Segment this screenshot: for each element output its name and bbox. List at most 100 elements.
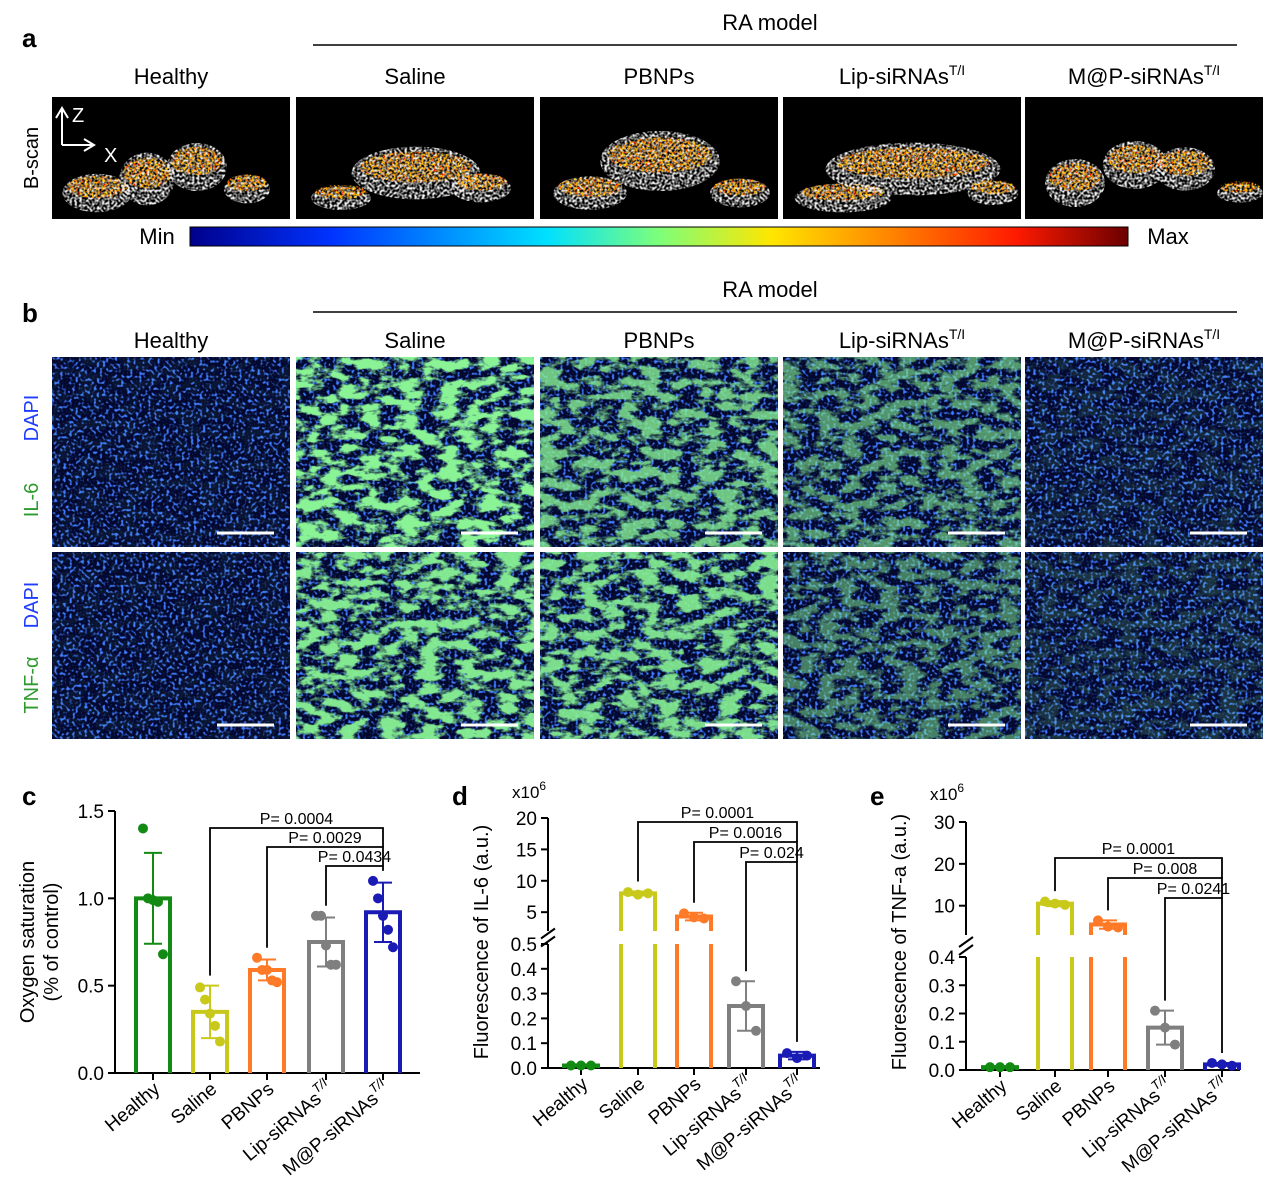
x-tick-label: Saline [167,1079,221,1129]
group-label: RA model [722,10,817,35]
column-header-text: Saline [384,64,445,89]
axis-z-label: Z [72,105,84,127]
data-point [383,924,393,935]
colorbar-max: Max [1147,224,1189,249]
x-tick-label: Saline [595,1074,649,1124]
panel-label: e [870,781,884,811]
x-tick-label-text: Saline [167,1079,221,1129]
colorbar-min: Min [139,224,174,249]
data-point [138,823,148,834]
bar-lower [675,944,713,1068]
cytokine-signal [540,357,778,547]
data-point [1103,921,1113,932]
row-stain-label: DAPI [21,582,43,629]
column-header: M@P-siRNAsT/I [1068,326,1220,353]
column-header-text: M@P-siRNAs [1068,328,1204,353]
axis-multiplier: x106 [512,779,546,802]
data-point [985,1062,995,1073]
data-point [1217,1059,1227,1070]
data-point [378,910,388,921]
fluorescence-image [296,552,534,739]
data-point [272,977,282,988]
column-header-text: Lip-siRNAs [839,328,949,353]
y-tick-label: 0.1 [511,1034,537,1055]
bscan-image [783,97,1021,219]
data-point [1113,922,1123,933]
colorbar [189,226,1129,247]
significance-bracket [637,821,798,882]
multiplier-base: x10 [512,783,539,802]
x-tick-label: Saline [1012,1076,1066,1126]
column-header-text: Healthy [134,328,209,353]
data-point [262,964,272,975]
data-point [1050,898,1060,909]
y-tick-label: 30 [934,813,955,834]
data-point [995,1062,1005,1073]
signal [837,147,989,179]
row-label: B-scan [21,127,43,189]
cytokine-signal [540,552,778,739]
bscan-image [296,97,534,219]
group-label: RA model [722,277,817,302]
data-point [1170,1039,1180,1050]
data-point [1005,1062,1015,1073]
significance-bracket [1054,857,1223,892]
fluorescence-image [52,552,290,739]
data-point [689,912,699,923]
cytokine-signal [783,552,1021,739]
column-header: Healthy [134,328,209,353]
x-tick-label: Healthy [948,1075,1011,1133]
cytokine-signal [1025,552,1263,739]
fluorescence-image [783,357,1021,547]
significance-label: P= 0.0001 [1102,841,1176,858]
significance-label: P= 0.0241 [1157,881,1231,898]
row-stain-label: TNF-α [21,656,43,713]
column-header: Saline [384,328,445,353]
y-tick-label: 0.5 [511,935,537,956]
signal [67,175,127,199]
fluorescence-image [540,357,778,547]
data-point [388,942,398,953]
column-header: Lip-siRNAsT/I [839,62,965,89]
data-point [1060,899,1070,910]
y-tick-label: 0.4 [929,948,956,969]
significance-label: P= 0.0029 [288,830,362,847]
data-point [205,1008,215,1019]
column-header: Saline [384,64,445,89]
data-point [679,908,689,919]
x-tick-label-text: Healthy [948,1075,1011,1133]
data-point [792,1053,802,1064]
data-point [699,913,709,924]
significance-label: P= 0.0001 [681,805,755,822]
column-header-text: PBNPs [624,64,695,89]
data-point [1227,1060,1237,1071]
y-tick-label: 20 [934,855,955,876]
data-point [1207,1057,1217,1068]
column-header: PBNPs [624,328,695,353]
column-header-superscript: T/I [949,326,965,342]
bscan-image [540,97,778,219]
x-tick-label-text: Saline [595,1074,649,1124]
data-point [368,875,378,886]
data-point [633,889,643,900]
panel-label: c [22,781,36,811]
multiplier-exponent: 6 [539,779,546,793]
y-tick-label: 0.0 [511,1059,537,1080]
data-point [731,976,741,987]
y-tick-label: 0.2 [511,1009,537,1030]
bar-lower [1036,957,1074,1070]
signal [455,173,507,191]
significance-label: P= 0.024 [739,845,804,862]
x-tick-label-text: Healthy [529,1073,592,1131]
x-tick-label-text: Saline [1012,1076,1066,1126]
y-tick-label: 0.5 [78,977,104,998]
row-stain-label: DAPI [21,395,43,442]
data-point [1150,1005,1160,1016]
axis-arrows [55,106,96,152]
y-tick-label: 0.3 [511,985,537,1006]
significance-label: P= 0.0434 [318,849,392,866]
chart: c Oxygen saturation (% of control) 0.0 0.5 1.… [17,781,420,1180]
column-header-text: M@P-siRNAs [1068,64,1204,89]
signal [1159,150,1211,176]
